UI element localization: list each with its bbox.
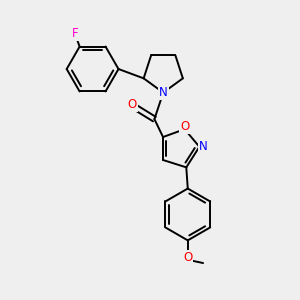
Text: O: O bbox=[183, 251, 192, 264]
Text: O: O bbox=[128, 98, 137, 111]
Text: O: O bbox=[180, 120, 189, 133]
Text: N: N bbox=[159, 86, 168, 99]
Text: N: N bbox=[199, 140, 207, 153]
Text: F: F bbox=[72, 27, 79, 40]
